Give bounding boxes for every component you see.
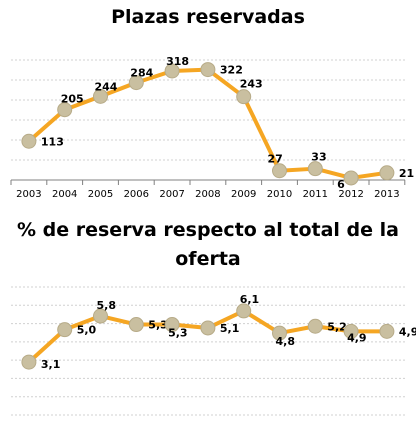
data-point xyxy=(307,161,323,177)
chart-plazas-reservadas: 2003 2004 2005 2006 2007 2008 2009 2010 2011 2012… xyxy=(10,55,414,200)
x-tick-label: 2008 xyxy=(195,189,220,200)
data-point xyxy=(57,102,73,118)
data-label: 284 xyxy=(130,67,153,80)
data-label: 318 xyxy=(166,55,189,68)
data-label: 4,9 xyxy=(347,331,367,344)
x-tick-label: 2013 xyxy=(374,189,399,200)
data-point xyxy=(164,317,180,333)
data-label: 6 xyxy=(337,178,345,191)
data-label: 6,1 xyxy=(240,293,260,306)
data-point xyxy=(200,320,216,336)
data-point xyxy=(307,318,323,334)
data-point xyxy=(21,354,37,370)
data-point xyxy=(200,62,216,78)
data-label: 21 xyxy=(399,167,414,180)
x-tick-label: 2009 xyxy=(231,189,256,200)
x-tick-label: 2012 xyxy=(338,189,363,200)
data-label: 243 xyxy=(240,78,263,91)
data-point xyxy=(236,89,252,105)
data-label: 4,9 xyxy=(399,325,416,338)
x-tick-label: 2004 xyxy=(52,189,77,200)
data-label: 205 xyxy=(61,93,84,106)
data-point xyxy=(164,63,180,79)
x-tick-label: 2005 xyxy=(88,189,113,200)
x-tick-label: 2010 xyxy=(267,189,292,200)
data-point xyxy=(236,303,252,319)
data-label: 113 xyxy=(41,135,64,148)
x-tick-label: 2011 xyxy=(303,189,328,200)
data-label: 27 xyxy=(268,153,283,166)
chart-title-plazas: Plazas reservadas xyxy=(111,6,305,28)
data-point xyxy=(21,133,37,149)
series-line xyxy=(27,67,388,180)
data-point xyxy=(128,317,144,333)
data-label: 5,0 xyxy=(77,324,97,337)
x-tick-label: 2006 xyxy=(124,189,149,200)
data-point xyxy=(93,308,108,324)
data-label: 322 xyxy=(220,64,243,77)
data-label: 5,3 xyxy=(148,319,168,332)
data-point xyxy=(57,322,73,338)
data-point xyxy=(379,323,395,339)
data-label: 5,8 xyxy=(97,299,117,312)
data-point xyxy=(379,165,395,181)
x-tick-label: 2003 xyxy=(16,189,41,200)
data-label: 244 xyxy=(95,80,118,93)
data-point xyxy=(343,170,359,186)
x-tick-label: 2007 xyxy=(159,189,184,200)
chart-title-porcentaje: % de reserva respecto al total de la ofe… xyxy=(16,219,399,270)
data-label: 5,2 xyxy=(327,320,347,333)
data-label: 33 xyxy=(311,151,326,164)
data-point xyxy=(343,323,359,339)
data-point xyxy=(128,75,144,91)
data-label: 5,3 xyxy=(168,327,188,340)
chart-porcentaje-reserva: 3,15,05,85,35,3 5,16,14,85,24,9 4,9 xyxy=(11,286,416,416)
data-point xyxy=(272,163,287,179)
data-label: 5,1 xyxy=(220,322,240,335)
data-label: 3,1 xyxy=(41,358,61,371)
data-point xyxy=(93,88,108,104)
data-label: 4,8 xyxy=(276,335,296,348)
data-point xyxy=(272,325,287,341)
